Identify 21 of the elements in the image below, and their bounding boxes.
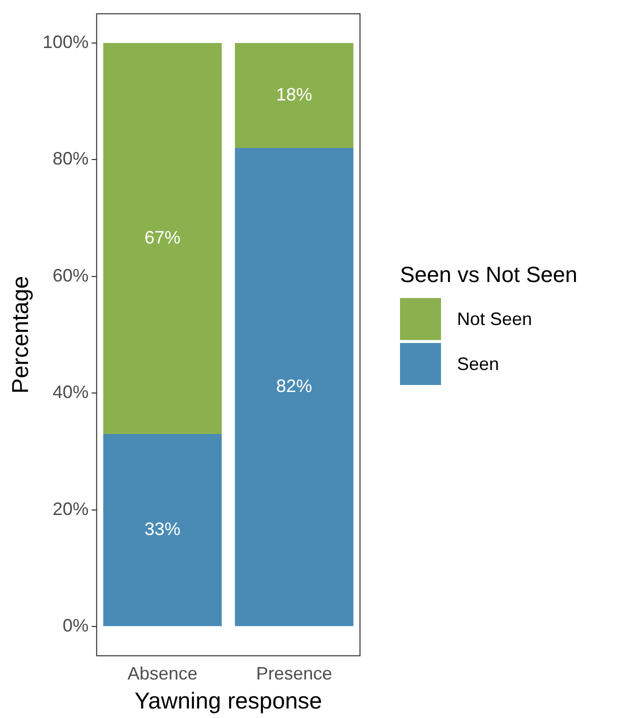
y-tick-label: 80% — [52, 148, 89, 169]
data-label: 33% — [144, 519, 180, 540]
y-tick-label: 40% — [52, 382, 89, 402]
data-label: 18% — [276, 84, 312, 104]
x-tick-label: Absence — [127, 664, 198, 684]
y-axis-title: Percentage — [7, 276, 34, 394]
y-tick-label: 0% — [62, 616, 89, 636]
data-label: 67% — [144, 227, 180, 248]
y-tick-label: 20% — [52, 498, 89, 519]
x-tick-label: Presence — [256, 664, 332, 684]
bar — [234, 148, 354, 626]
x-axis-title: Yawning response — [134, 688, 322, 714]
legend-title: Seen vs Not Seen — [400, 262, 578, 288]
legend-label: Not Seen — [457, 308, 532, 330]
data-label: 82% — [276, 376, 312, 396]
y-tick-label: 100% — [42, 32, 89, 52]
bar — [234, 42, 354, 148]
bar — [103, 434, 222, 626]
y-tick-label: 60% — [52, 265, 89, 286]
bar — [103, 42, 222, 434]
legend-label: Seen — [457, 354, 500, 374]
